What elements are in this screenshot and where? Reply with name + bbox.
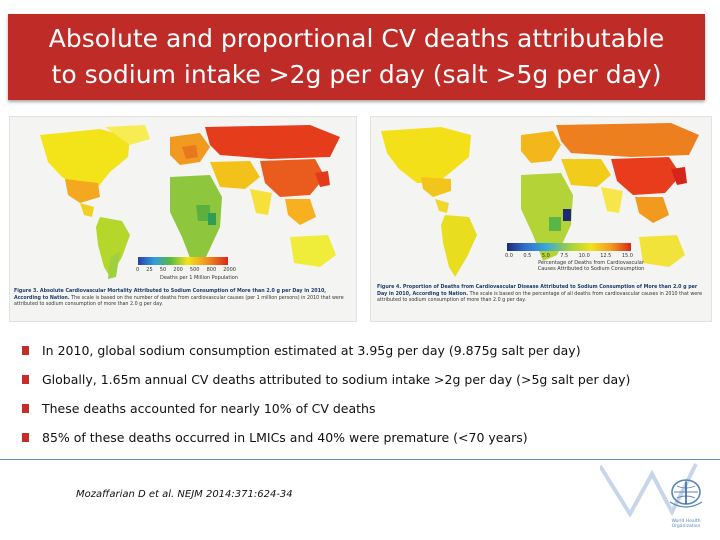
bullet-square-icon — [22, 433, 29, 442]
who-logo-icon — [669, 479, 703, 508]
bullet-square-icon — [22, 346, 29, 355]
bullet-list: In 2010, global sodium consumption estim… — [22, 336, 702, 452]
absolute-deaths-map-figure: 0 25 50 200 500 800 2000 Deaths per 1 Mi… — [9, 116, 357, 322]
slide-title-line-1: Absolute and proportional CV deaths attr… — [48, 24, 665, 53]
bullet-text: 85% of these deaths occurred in LMICs an… — [42, 430, 528, 445]
list-item: In 2010, global sodium consumption estim… — [22, 336, 702, 365]
bullet-square-icon — [22, 404, 29, 413]
legend-tick: 12.5 — [600, 253, 612, 259]
legend-tick: 800 — [206, 267, 217, 273]
legend-tick: 50 — [159, 267, 167, 273]
absolute-deaths-caption-body: The scale is based on the number of deat… — [14, 295, 344, 308]
bullet-text: These deaths accounted for nearly 10% of… — [42, 401, 376, 416]
proportional-deaths-legend-bar — [507, 243, 631, 251]
absolute-deaths-caption-title: Figure 3. Absolute Cardiovascular Mortal… — [14, 289, 327, 301]
legend-tick: 200 — [173, 267, 183, 273]
proportional-deaths-legend-title: Percentage of Deaths from Cardiovascular… — [537, 260, 645, 272]
world-map-proportional — [381, 123, 699, 277]
legend-tick: 10.0 — [578, 253, 590, 259]
legend-tick: 5.0 — [541, 253, 550, 259]
bullet-square-icon — [22, 375, 29, 384]
who-logo-text: World Health Organization — [671, 519, 701, 529]
legend-tick: 0 — [136, 267, 140, 273]
legend-tick: 25 — [146, 267, 153, 273]
legend-tick: 0.5 — [523, 253, 532, 259]
absolute-deaths-legend-ticks: 0 25 50 200 500 800 2000 — [136, 267, 236, 273]
bullet-text: In 2010, global sodium consumption estim… — [42, 343, 581, 358]
bullet-text: Globally, 1.65m annual CV deaths attribu… — [42, 372, 631, 387]
slide-title: Absolute and proportional CV deaths attr… — [17, 21, 697, 93]
legend-tick: 0.0 — [505, 253, 513, 259]
reference-citation: Mozaffarian D et al. NEJM 2014:371:624-3… — [76, 489, 293, 500]
legend-tick: 15.0 — [621, 253, 633, 259]
legend-tick: 7.5 — [560, 253, 569, 259]
absolute-deaths-legend-title: Deaths per 1 Million Population — [160, 275, 238, 281]
proportional-deaths-caption-title: Figure 4. Proportion of Deaths from Card… — [377, 285, 698, 297]
proportional-deaths-caption: Figure 4. Proportion of Deaths from Card… — [377, 285, 705, 305]
list-item: These deaths accounted for nearly 10% of… — [22, 394, 702, 423]
footer-wave-decoration — [600, 463, 698, 518]
footer-divider — [0, 459, 720, 460]
slide-title-line-2: to sodium intake >2g per day (salt >5g p… — [51, 60, 662, 89]
absolute-deaths-legend-bar — [138, 257, 228, 265]
title-banner: Absolute and proportional CV deaths attr… — [8, 14, 705, 100]
proportional-deaths-caption-body: The scale is based on the percentage of … — [377, 291, 703, 304]
world-map-absolute — [40, 125, 340, 279]
list-item: Globally, 1.65m annual CV deaths attribu… — [22, 365, 702, 394]
legend-tick: 500 — [189, 267, 200, 273]
proportional-deaths-legend-ticks: 0.0 0.5 5.0 7.5 10.0 12.5 15.0 — [505, 253, 633, 259]
legend-tick: 2000 — [223, 267, 236, 273]
proportional-deaths-map-figure: 0.0 0.5 5.0 7.5 10.0 12.5 15.0 Percentag… — [370, 116, 712, 322]
list-item: 85% of these deaths occurred in LMICs an… — [22, 423, 702, 452]
absolute-deaths-caption: Figure 3. Absolute Cardiovascular Mortal… — [14, 289, 350, 309]
